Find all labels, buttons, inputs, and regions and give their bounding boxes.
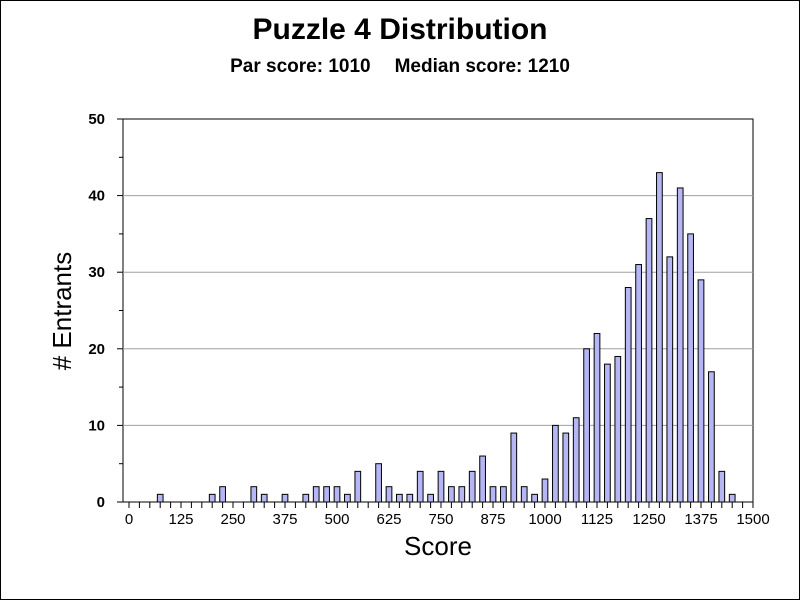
median-score-label: Median score: 1210 (394, 56, 570, 77)
histogram-bar (323, 486, 330, 503)
histogram-bar (666, 256, 674, 503)
histogram-bar (572, 417, 580, 503)
histogram-bar (427, 493, 434, 503)
histogram-bar (593, 332, 601, 503)
histogram-bar (562, 432, 570, 503)
histogram-bar (406, 493, 414, 503)
histogram-bar (604, 363, 611, 503)
histogram-bar (656, 172, 663, 503)
histogram-bar (208, 493, 216, 503)
histogram-bar (437, 470, 445, 503)
x-tick-label: 875 (480, 511, 505, 528)
histogram-bar (156, 493, 164, 503)
histogram-bar (354, 470, 362, 503)
x-tick-label: 250 (220, 511, 245, 528)
histogram-bar (219, 486, 226, 503)
histogram-bar (541, 478, 549, 503)
y-tick-label: 30 (88, 264, 105, 281)
histogram-bar (416, 470, 424, 503)
x-tick-label: 1375 (684, 511, 717, 528)
histogram-bar (302, 493, 310, 503)
chart-title: Puzzle 4 Distribution (252, 13, 548, 46)
histogram-bar (635, 264, 642, 503)
x-tick-label: 1500 (736, 511, 769, 528)
histogram-bar (281, 493, 289, 503)
y-tick-label: 40 (88, 188, 105, 205)
histogram-bar (624, 287, 632, 503)
histogram-bar (375, 463, 382, 503)
y-axis-title: # Entrants (47, 252, 77, 371)
x-tick-label: 0 (125, 511, 133, 528)
y-tick-label: 20 (88, 341, 105, 358)
histogram-bar (479, 455, 486, 503)
histogram-bar (676, 187, 684, 503)
histogram-bar (396, 493, 403, 503)
histogram-bar (583, 348, 590, 503)
histogram-bar (614, 355, 622, 503)
y-tick-label: 10 (88, 417, 105, 434)
histogram-bar (448, 486, 455, 503)
x-tick-label: 375 (272, 511, 297, 528)
x-tick-label: 1250 (632, 511, 665, 528)
x-tick-label: 625 (376, 511, 401, 528)
x-axis-title: Score (404, 531, 472, 561)
histogram-bar (385, 486, 393, 503)
y-tick-label: 50 (88, 111, 105, 128)
x-tick-label: 750 (428, 511, 453, 528)
histogram-bar (312, 486, 320, 503)
histogram-bar (510, 432, 518, 503)
x-tick-label: 125 (168, 511, 193, 528)
y-tick-label: 0 (97, 494, 105, 511)
histogram-bar (552, 424, 559, 503)
x-tick-label: 1125 (581, 511, 613, 528)
histogram-bar (500, 486, 507, 503)
histogram-bar (531, 493, 538, 503)
histogram-bar (344, 493, 351, 503)
histogram-bar (687, 233, 694, 503)
histogram-bar (645, 218, 653, 503)
histogram-bar (489, 486, 497, 503)
histogram-bar (708, 371, 715, 503)
x-tick-label: 500 (324, 511, 349, 528)
histogram-bar (697, 279, 705, 503)
par-score-label: Par score: 1010 (230, 56, 371, 77)
histogram-bar (728, 493, 736, 503)
x-tick-label: 1000 (528, 511, 561, 528)
histogram-bar (458, 486, 466, 503)
histogram-bar (250, 486, 258, 503)
histogram-bar (260, 493, 268, 503)
histogram-bar (520, 486, 528, 503)
chart-subtitle: Par score: 1010 Median score: 1210 (1, 56, 799, 78)
histogram-bar (333, 486, 341, 503)
histogram-bar (718, 470, 726, 503)
histogram-bar (468, 470, 476, 503)
